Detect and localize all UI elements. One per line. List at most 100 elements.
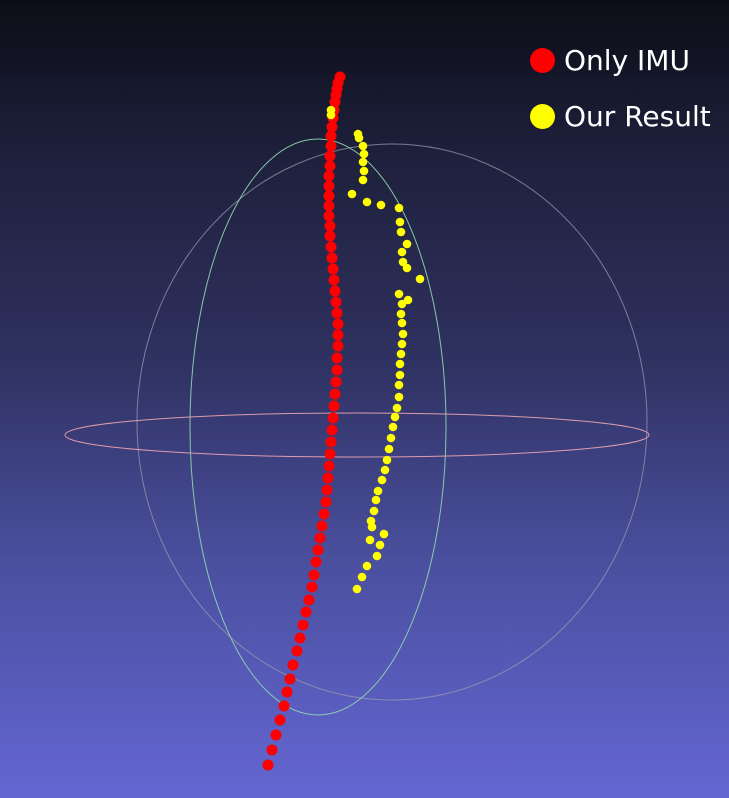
point-our-result-13: [380, 465, 390, 475]
point-only-imu-54: [326, 121, 338, 133]
point-our-result-14: [382, 455, 392, 465]
point-only-imu-16: [312, 544, 324, 556]
point-only-imu-50: [324, 160, 336, 172]
point-only-imu-10: [297, 619, 309, 631]
point-only-imu-5: [281, 686, 293, 698]
point-only-imu-27: [327, 412, 339, 424]
vertical-ring: [189, 138, 447, 716]
point-our-result-41: [362, 197, 372, 207]
point-only-imu-6: [284, 673, 296, 685]
point-our-result-16: [386, 433, 396, 443]
legend-label-only-imu: Only IMU: [564, 43, 690, 77]
point-our-result-23: [395, 359, 405, 369]
point-our-result-46: [359, 149, 369, 159]
point-only-imu-0: [262, 759, 274, 771]
point-our-result-1: [357, 572, 367, 582]
point-only-imu-52: [325, 140, 337, 152]
point-only-imu-23: [323, 460, 335, 472]
legend-label-our-result: Our Result: [564, 99, 711, 133]
point-our-result-10: [371, 495, 381, 505]
point-only-imu-41: [326, 252, 338, 264]
point-our-result-5: [375, 540, 385, 550]
point-only-imu-38: [329, 285, 341, 297]
point-our-result-11: [373, 486, 383, 496]
point-our-result-8: [366, 516, 376, 526]
point-our-result-24: [396, 349, 406, 359]
point-only-imu-33: [332, 340, 344, 352]
point-our-result-40: [376, 200, 386, 210]
point-only-imu-48: [323, 180, 335, 192]
legend-swatch-only-imu: [530, 47, 555, 73]
point-only-imu-18: [316, 520, 328, 532]
point-our-result-28: [396, 309, 406, 319]
point-our-result-3: [372, 551, 382, 561]
point-our-result-38: [395, 217, 405, 227]
point-only-imu-51: [324, 150, 336, 162]
point-only-imu-14: [308, 569, 320, 581]
point-only-imu-31: [331, 364, 343, 376]
point-our-result-30: [403, 295, 413, 305]
point-our-result-36: [402, 239, 412, 249]
point-only-imu-45: [323, 210, 335, 222]
point-our-result-37: [396, 227, 406, 237]
depth-ring: [136, 143, 648, 701]
point-our-result-2: [362, 561, 372, 571]
point-our-result-9: [369, 506, 379, 516]
point-only-imu-30: [330, 376, 342, 388]
point-only-imu-42: [325, 241, 337, 253]
trajectory-points: [262, 71, 425, 771]
point-only-imu-53: [325, 130, 337, 142]
point-only-imu-28: [328, 400, 340, 412]
point-only-imu-34: [332, 329, 344, 341]
point-our-result-49: [353, 129, 363, 139]
point-our-result-45: [358, 157, 368, 167]
horizontal-ring: [64, 412, 650, 458]
point-our-result-22: [395, 370, 405, 380]
point-only-imu-26: [326, 424, 338, 436]
point-our-result-39: [394, 203, 404, 213]
point-only-imu-37: [330, 296, 342, 308]
point-only-imu-61: [334, 71, 346, 83]
point-our-result-42: [347, 189, 357, 199]
point-our-result-26: [398, 329, 408, 339]
point-our-result-21: [394, 380, 404, 390]
point-only-imu-36: [331, 307, 343, 319]
point-only-imu-1: [266, 744, 278, 756]
point-our-result-4: [379, 529, 389, 539]
point-our-result-25: [397, 339, 407, 349]
point-only-imu-29: [329, 388, 341, 400]
point-only-imu-2: [270, 729, 282, 741]
legend-item-only-imu: Only IMU: [530, 32, 711, 88]
point-our-result-34: [398, 257, 408, 267]
point-only-imu-46: [323, 200, 335, 212]
point-our-result-20: [394, 392, 404, 402]
point-only-imu-12: [303, 594, 315, 606]
point-our-result-27: [397, 318, 407, 328]
point-only-imu-17: [314, 532, 326, 544]
point-only-imu-7: [287, 659, 299, 671]
point-only-imu-19: [318, 508, 330, 520]
point-only-imu-11: [300, 606, 312, 618]
point-only-imu-49: [323, 170, 335, 182]
point-our-result-12: [377, 475, 387, 485]
point-only-imu-32: [331, 352, 343, 364]
point-our-result-0: [352, 584, 362, 594]
point-only-imu-4: [278, 700, 290, 712]
point-our-result-43: [358, 175, 368, 185]
point-our-result-31: [394, 289, 404, 299]
point-only-imu-21: [321, 484, 333, 496]
legend: Only IMU Our Result: [530, 32, 711, 144]
point-only-imu-8: [291, 645, 303, 657]
legend-item-our-result: Our Result: [530, 88, 711, 144]
point-only-imu-24: [324, 448, 336, 460]
point-only-imu-25: [325, 436, 337, 448]
point-our-result-51: [326, 110, 336, 120]
point-only-imu-20: [320, 496, 332, 508]
legend-swatch-our-result: [530, 103, 555, 129]
point-only-imu-40: [327, 263, 339, 275]
point-our-result-18: [390, 412, 400, 422]
point-our-result-32: [415, 274, 425, 284]
point-only-imu-39: [328, 274, 340, 286]
point-only-imu-35: [332, 318, 344, 330]
